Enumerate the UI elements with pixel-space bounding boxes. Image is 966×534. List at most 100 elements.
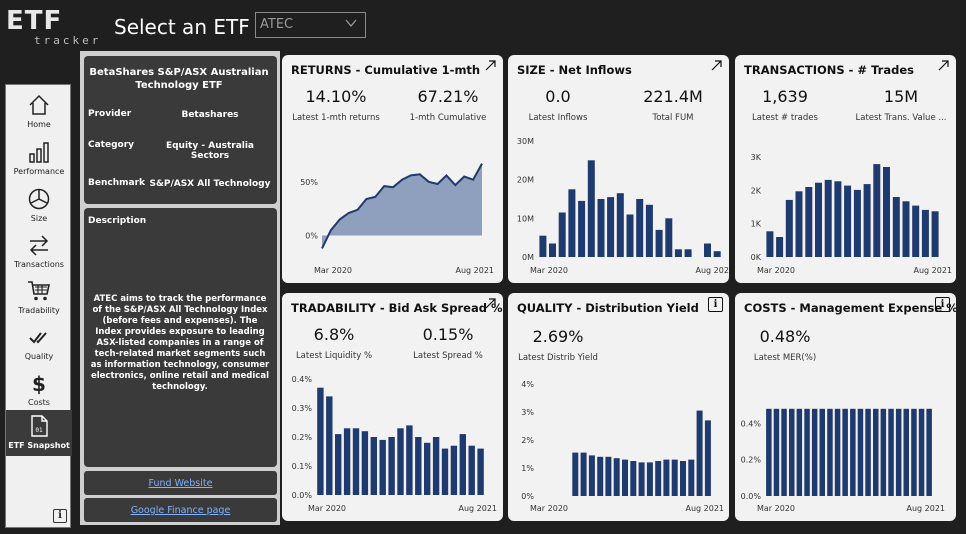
page-title: Select an ETF [114, 15, 250, 39]
bar [895, 408, 902, 496]
y-tick-label: 3% [521, 408, 534, 417]
size-card: SIZE - Net Inflows 0.0 Latest Inflows 22… [508, 55, 729, 283]
category-label: Category [88, 140, 135, 150]
fund-website-link[interactable]: Fund Website [148, 478, 213, 489]
bar [789, 408, 795, 496]
nav-item-quality[interactable]: Quality [6, 321, 72, 367]
logo-word: ETF [6, 6, 63, 36]
bar [766, 231, 774, 257]
provider-value: Betashares [181, 110, 239, 120]
size-chart: 30M 20M 10M 0M Mar 2020 Aug 2021 [517, 137, 729, 275]
bar [655, 461, 662, 496]
check-icon [29, 332, 47, 344]
bar [638, 462, 645, 496]
etf-dropdown[interactable]: ATEC [255, 12, 366, 38]
transactions-kpi-trades: 1,639 Latest # trades [735, 87, 835, 123]
costs-chart: 0.4% 0.2% 0.0% Mar 2020 Aug 2021 [741, 408, 945, 513]
category-value: Equity - Australia Sectors [165, 141, 255, 161]
bar [834, 408, 841, 496]
bar [834, 181, 842, 257]
x-start-label: Mar 2020 [757, 266, 795, 275]
bar [539, 235, 547, 257]
bar [827, 408, 833, 496]
expand-icon[interactable] [710, 59, 723, 72]
benchmark-value: S&P/ASX All Technology [149, 179, 271, 189]
google-finance-box: Google Finance page [84, 498, 277, 522]
x-end-label: Aug 2021 [695, 266, 729, 275]
bar [796, 408, 803, 496]
y-tick-label: 50% [300, 178, 318, 187]
bar [713, 251, 721, 257]
nav-item-etf-snapshot[interactable]: 01 ETF Snapshot [6, 410, 72, 456]
nav-label-transactions: Transactions [14, 260, 64, 269]
y-tick-label: 20M [517, 176, 534, 185]
bar [622, 459, 628, 496]
y-tick-label: 0.2% [741, 456, 762, 465]
bar [558, 212, 566, 257]
bar [674, 249, 682, 257]
costs-kpi-mer: 0.48% Latest MER(%) [735, 327, 835, 363]
bar [684, 249, 692, 257]
bar [918, 408, 925, 496]
bar [415, 437, 422, 495]
bar [844, 185, 852, 257]
returns-kpi-cumulative: 67.21% 1-mth Cumulative [398, 87, 498, 123]
kpi-value: 221.4M [643, 87, 703, 106]
kpi-value: 0.48% [759, 327, 811, 346]
kpi-value: 14.10% [305, 87, 367, 106]
cart-icon [28, 281, 50, 301]
info-icon[interactable]: i [53, 509, 67, 523]
nav-item-tradability[interactable]: Tradability [6, 275, 72, 321]
size-kpi-inflows: 0.0 Latest Inflows [508, 87, 608, 123]
expand-icon[interactable] [484, 297, 497, 310]
nav-item-transactions[interactable]: Transactions [6, 229, 72, 275]
returns-kpi-latest: 14.10% Latest 1-mth returns [286, 87, 386, 123]
bar [776, 237, 784, 257]
x-end-label: Aug 2021 [458, 504, 497, 513]
y-tick-label: 2K [751, 186, 762, 195]
google-finance-link[interactable]: Google Finance page [130, 505, 231, 516]
size-title: SIZE - Net Inflows [517, 63, 632, 77]
nav-item-performance[interactable]: Performance [6, 136, 72, 182]
bar [811, 408, 818, 496]
bar [646, 462, 653, 496]
bar [888, 408, 894, 496]
quality-card: QUALITY - Distribution Yield i 2.69% Lat… [508, 293, 729, 521]
nav-label-performance: Performance [13, 167, 65, 176]
size-kpi-fum: 221.4M Total FUM [623, 87, 723, 123]
bar [680, 461, 686, 496]
kpi-value: 0.0 [545, 87, 571, 106]
expand-icon[interactable] [937, 59, 950, 72]
kpi-label: Latest Distrib Yield [518, 353, 598, 363]
bar [815, 182, 822, 257]
info-icon[interactable]: i [708, 297, 723, 312]
info-icon[interactable]: i [935, 297, 950, 312]
y-tick-label: 0.1% [292, 462, 313, 471]
nav-item-home[interactable]: Home [6, 89, 72, 135]
y-tick-label: 0.4% [292, 375, 313, 384]
kpi-label: Total FUM [652, 113, 694, 123]
nav-item-size[interactable]: Size [6, 183, 72, 229]
expand-icon[interactable] [484, 59, 497, 72]
nav-label-size: Size [30, 214, 48, 223]
kpi-label: Latest Liquidity % [295, 351, 373, 361]
bar [626, 214, 634, 257]
bar [857, 408, 864, 496]
x-start-label: Mar 2020 [314, 266, 352, 275]
bar [645, 204, 653, 257]
bar [880, 408, 887, 496]
bar [450, 445, 458, 495]
bar [379, 439, 386, 495]
tradability-kpi-liquidity: 6.8% Latest Liquidity % [284, 325, 384, 361]
bar [636, 199, 644, 257]
chevron-down-icon [345, 19, 357, 28]
fund-website-box: Fund Website [84, 471, 277, 495]
bar [873, 164, 881, 257]
nav-item-costs[interactable]: $ Costs [6, 367, 72, 413]
logo-sub: tracker [34, 34, 102, 47]
y-tick-label: 0M [522, 253, 534, 262]
description-text: ATEC aims to track the performance of th… [90, 294, 270, 392]
x-start-label: Mar 2020 [757, 504, 795, 513]
bar [805, 187, 813, 257]
y-tick-label: 0.0% [741, 492, 762, 501]
